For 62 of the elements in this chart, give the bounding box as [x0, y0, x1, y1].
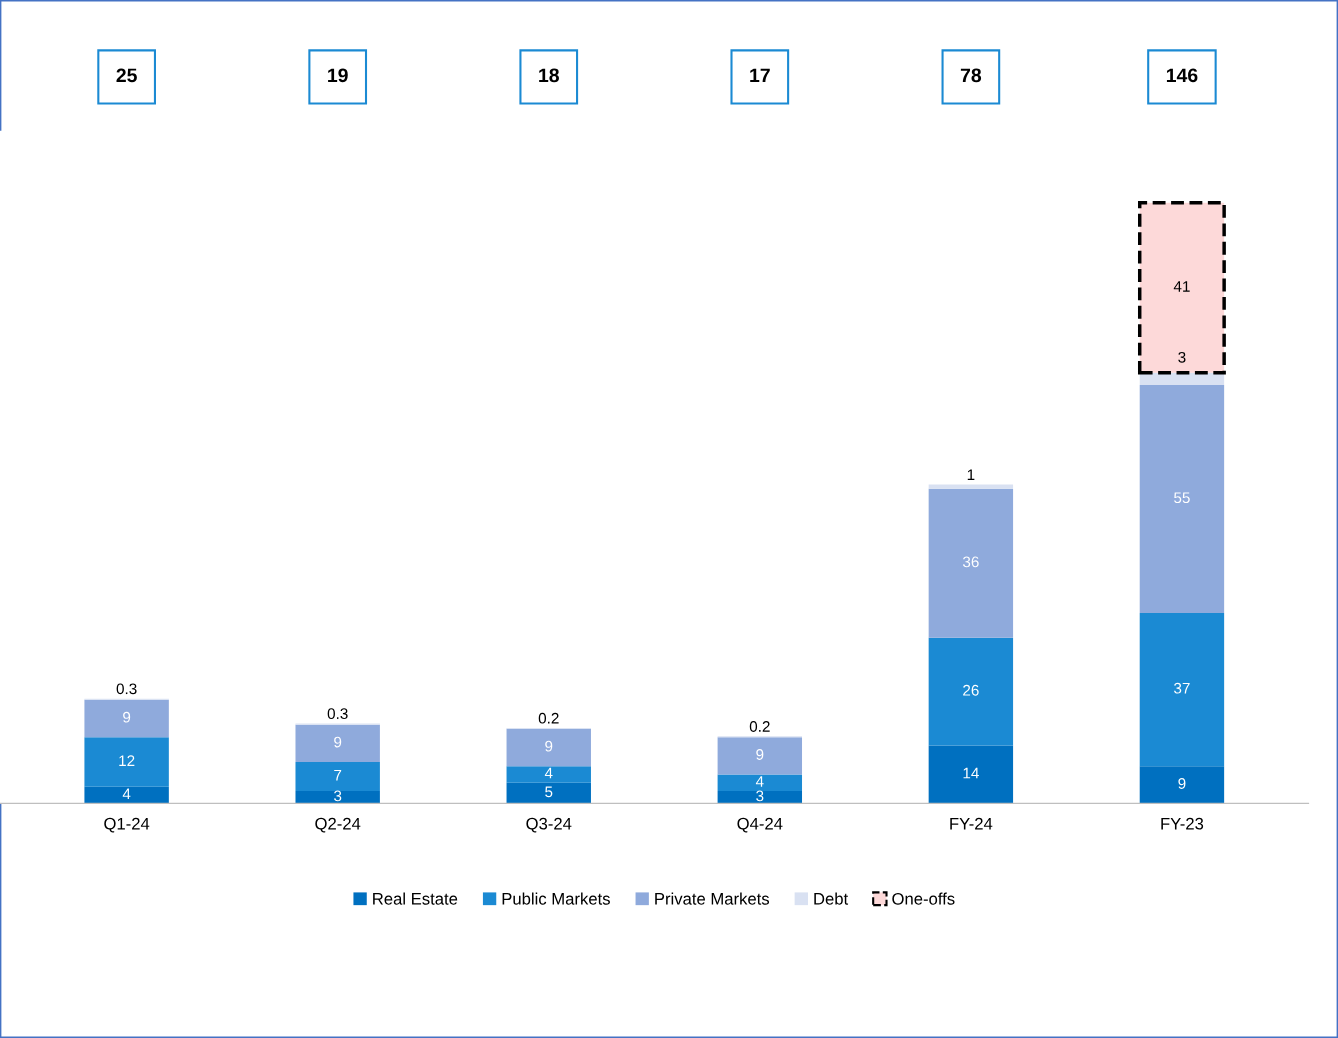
bar [1139, 372, 1225, 386]
bar [506, 766, 591, 783]
bar [717, 790, 803, 804]
text: 146 [1166, 68, 1198, 83]
text: 78 [960, 68, 982, 83]
data-label: 37 [1174, 682, 1190, 694]
text: 18 [539, 68, 559, 83]
legend-label: Private Markets [655, 892, 770, 905]
legend-label: Debt [814, 892, 849, 905]
bar [928, 484, 1014, 489]
bar [295, 724, 380, 762]
data-label: 4 [755, 776, 764, 787]
bar [1139, 385, 1225, 613]
data-label: 55 [1174, 492, 1190, 504]
legend-label: Real Estate [373, 892, 458, 905]
data-label: 26 [963, 684, 979, 696]
x-tick-label: FY-24 [950, 817, 993, 830]
bar [84, 786, 169, 804]
data-label: 4 [544, 767, 553, 779]
bar [295, 761, 380, 791]
data-label: 5 [545, 786, 553, 798]
data-label: 4 [122, 788, 131, 800]
x-tick-label: Q4-24 [737, 817, 783, 833]
bar [1139, 612, 1225, 767]
x-tick-label: Q2-24 [315, 817, 361, 833]
text: 25 [116, 68, 137, 83]
data-label: 9 [545, 740, 553, 752]
data-label: 14 [963, 767, 979, 779]
data-label: 36 [962, 556, 979, 568]
data-label: 9 [1178, 778, 1186, 789]
text: 19 [328, 68, 348, 83]
bar [928, 488, 1014, 638]
x-tick-label: Q1-24 [104, 817, 150, 833]
bar [928, 745, 1014, 804]
data-label: 9 [123, 711, 131, 723]
data-label: 0.3 [116, 683, 137, 695]
data-label: 3 [756, 790, 764, 802]
bar [84, 737, 169, 787]
x-tick-label: Q3-24 [526, 817, 572, 833]
data-label: 12 [119, 755, 135, 766]
data-label: 0.2 [749, 721, 770, 732]
bar [295, 790, 380, 804]
legend-label: Public Markets [502, 892, 610, 905]
data-label: 3 [334, 790, 342, 802]
data-label: 41 [1173, 281, 1190, 292]
data-label: 1 [967, 469, 975, 480]
bar [506, 728, 591, 767]
bar [506, 782, 591, 804]
bar [1139, 766, 1225, 804]
data-label: 9 [756, 749, 764, 760]
bar [84, 699, 169, 738]
data-label: 7 [334, 769, 342, 781]
x-tick-label: FY-23 [1161, 817, 1204, 830]
data-label: 0.3 [327, 708, 348, 720]
bar [717, 737, 803, 775]
data-label: 3 [1178, 351, 1186, 363]
data-label: 9 [334, 736, 342, 748]
bar [717, 774, 803, 791]
bar [928, 637, 1014, 746]
text: 17 [750, 68, 770, 83]
legend-label: One-offs [892, 892, 955, 905]
data-label: 0.2 [538, 712, 559, 724]
